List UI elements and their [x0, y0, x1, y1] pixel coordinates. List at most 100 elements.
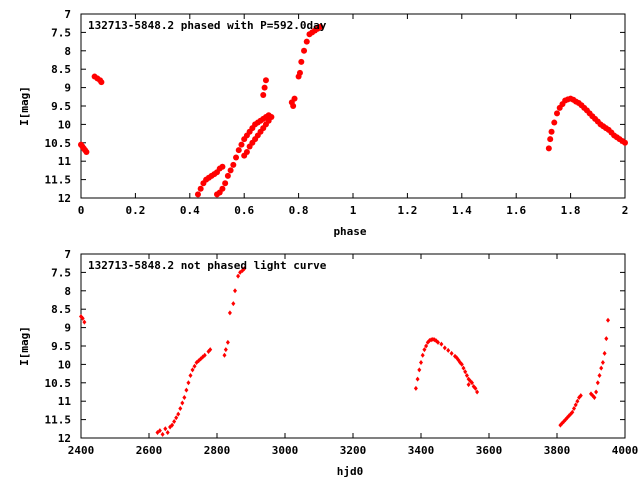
phased-x-axis: 0 0.2 0.4 0.6 0.8 1 1.2 1.4 1.6 1.8 2 [78, 14, 629, 217]
data-point [473, 385, 478, 391]
data-point [184, 387, 189, 393]
data-point [227, 167, 234, 174]
data-point [296, 69, 303, 76]
data-point [475, 389, 480, 395]
y-tick-label: 9 [64, 322, 71, 335]
data-point [233, 154, 240, 161]
data-point [219, 185, 226, 192]
data-point [545, 145, 552, 152]
x-tick-label: 1.2 [397, 204, 417, 217]
x-tick-label: 2 [622, 204, 629, 217]
data-point [298, 58, 305, 65]
data-point [235, 147, 242, 154]
data-point [180, 400, 185, 406]
data-point [190, 367, 195, 373]
data-point [227, 310, 232, 316]
data-point [599, 365, 604, 371]
x-tick-label: 3400 [408, 444, 435, 457]
data-point [464, 372, 469, 378]
y-tick-label: 9.5 [51, 100, 71, 113]
data-point [233, 288, 238, 294]
data-point [230, 161, 237, 168]
data-point [188, 372, 193, 378]
data-point [548, 128, 555, 135]
phased-chart-title: 132713-5848.2 phased with P=592.0day [88, 19, 327, 32]
data-point [243, 149, 250, 155]
x-tick-label: 0.6 [234, 204, 254, 217]
y-tick-label: 7.5 [51, 266, 71, 279]
data-point [222, 352, 227, 358]
y-tick-label: 8.5 [51, 63, 71, 76]
data-point [604, 336, 609, 342]
data-point [606, 317, 610, 323]
y-tick-label: 7 [64, 8, 71, 21]
phased-data-points [78, 23, 628, 198]
phased-light-curve-panel: 0 0.2 0.4 0.6 0.8 1 1.2 1.4 1.6 1.8 2 7 7.5 8 8.5 9 9.5… [18, 8, 628, 238]
data-point [178, 406, 183, 412]
y-tick-label: 9 [64, 82, 71, 95]
unphased-data-points [79, 266, 610, 437]
data-point [268, 114, 275, 121]
data-point [303, 38, 310, 45]
x-tick-label: 1.6 [506, 204, 526, 217]
data-point [170, 422, 175, 428]
y-tick-label: 10 [58, 358, 71, 371]
data-point [600, 360, 605, 366]
y-tick-label: 10.5 [45, 137, 72, 150]
data-point [439, 341, 444, 347]
data-point [157, 428, 162, 434]
data-point [172, 418, 177, 424]
data-point [570, 409, 575, 415]
data-point [436, 339, 440, 345]
data-point [222, 180, 229, 187]
data-point [194, 191, 201, 198]
data-point [547, 136, 554, 143]
data-point [262, 77, 269, 84]
data-point [317, 23, 324, 30]
data-point [597, 372, 602, 378]
data-point [182, 395, 187, 401]
data-point [554, 110, 560, 117]
data-point [420, 352, 425, 358]
data-point [461, 365, 466, 371]
data-point [592, 395, 597, 401]
data-point [192, 363, 197, 369]
data-point [236, 273, 241, 279]
y-tick-label: 11 [58, 155, 72, 168]
y-tick-label: 12 [58, 192, 71, 205]
data-point [225, 339, 230, 345]
data-point [466, 382, 471, 388]
data-point [197, 185, 204, 192]
x-tick-label: 1 [350, 204, 357, 217]
data-point [261, 84, 268, 91]
data-point [301, 47, 308, 54]
x-tick-label: 1.4 [452, 204, 472, 217]
y-tick-label: 11.5 [45, 174, 72, 187]
unphased-x-axis-label: hjd0 [337, 465, 364, 478]
y-tick-label: 10.5 [45, 377, 72, 390]
data-point [463, 369, 468, 375]
data-point [219, 163, 226, 170]
data-point [80, 315, 85, 321]
x-tick-label: 4000 [612, 444, 639, 457]
y-tick-label: 11 [58, 395, 72, 408]
x-tick-label: 2600 [136, 444, 163, 457]
data-point [446, 347, 451, 353]
data-point [415, 376, 420, 382]
data-point [413, 385, 418, 391]
data-point [208, 347, 213, 353]
x-tick-label: 3800 [544, 444, 571, 457]
data-point [82, 319, 87, 325]
y-tick-label: 11.5 [45, 414, 72, 427]
data-point [163, 426, 168, 432]
data-point [165, 429, 170, 435]
data-point [160, 431, 165, 437]
data-point [186, 380, 191, 386]
x-tick-label: 3600 [476, 444, 503, 457]
phased-y-axis: 7 7.5 8 8.5 9 9.5 10 10.5 11 11.5 12 [45, 8, 625, 205]
x-tick-label: 0.8 [289, 204, 309, 217]
y-tick-label: 8.5 [51, 303, 71, 316]
data-point [422, 347, 427, 353]
data-point [242, 266, 247, 272]
